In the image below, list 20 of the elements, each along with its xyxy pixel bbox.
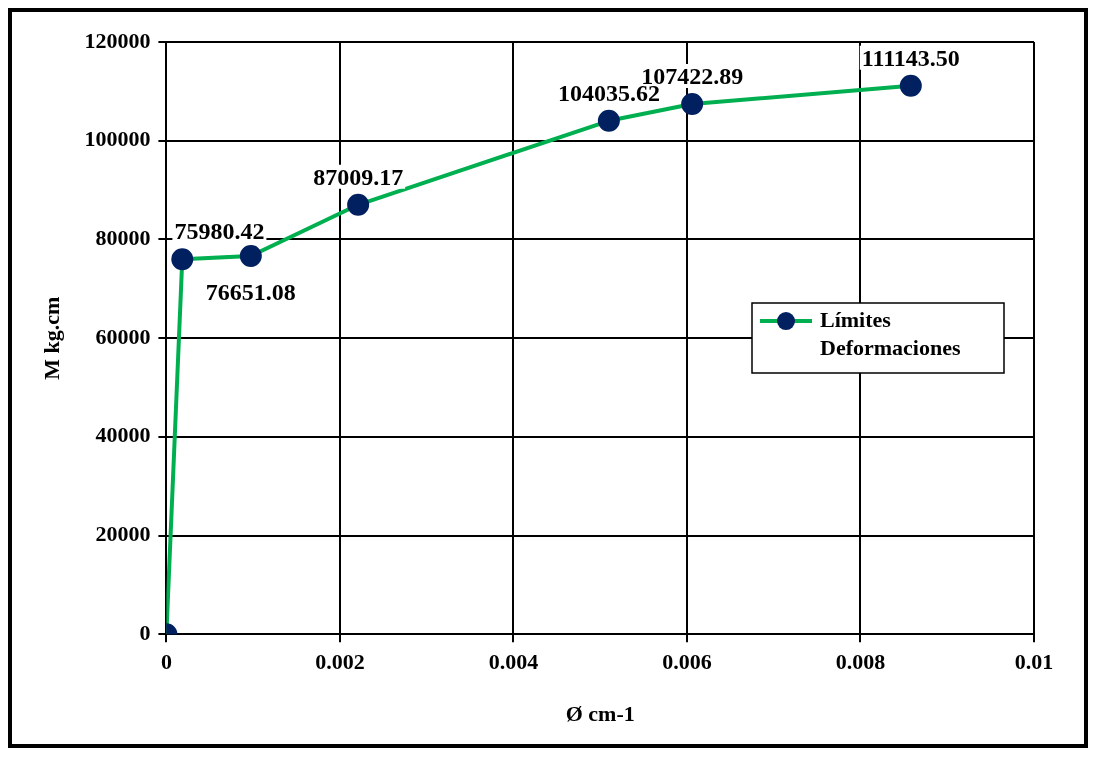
data-label: 87009.17 [313,164,404,191]
y-tick-label: 120000 [84,27,151,53]
x-tick-label: 0 [160,649,172,675]
x-tick-label: 0.01 [1014,649,1054,675]
x-tick-label: 0.006 [662,649,712,675]
x-tick-label: 0.004 [488,649,539,675]
y-tick-label: 100000 [84,126,151,152]
y-axis-title: M kg.cm [38,296,64,380]
data-label: 75980.42 [174,218,265,245]
legend-label: Límites Deformaciones [820,306,961,360]
data-label: 76651.08 [205,279,296,306]
y-tick-label: 40000 [95,422,151,448]
y-tick-label: 0 [139,619,151,645]
y-tick-label: 60000 [95,323,151,349]
x-tick-label: 0.008 [835,649,886,675]
x-tick-label: 0.002 [315,649,365,675]
y-tick-label: 20000 [95,521,151,547]
data-label: 111143.50 [861,44,960,71]
x-axis-title: Ø cm-1 [565,701,635,727]
y-tick-label: 80000 [95,225,151,251]
